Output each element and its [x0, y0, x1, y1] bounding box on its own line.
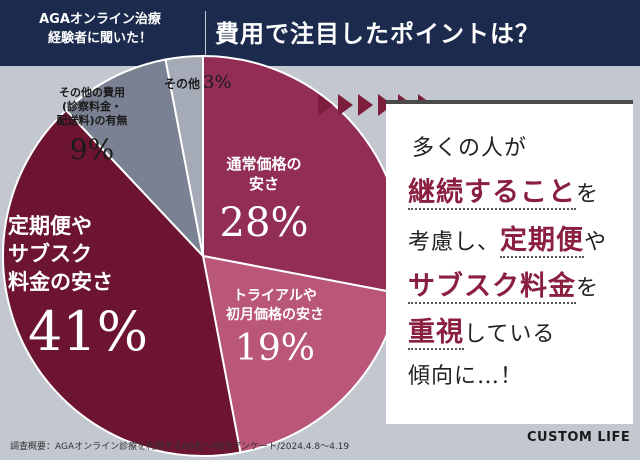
box-highlight-subscription: サブスク料金: [408, 271, 576, 304]
box-highlight-juushi: 重視: [408, 317, 464, 350]
other-label-line2: (診察料金・: [61, 100, 123, 113]
slice-sonota: [164, 54, 204, 257]
box-text-l3a: 考慮し、: [408, 230, 501, 255]
pie-slices: [2, 54, 404, 457]
slice-label-regular-price: 通常価格の 安さ 28%: [200, 154, 328, 248]
slice-label-trial-price: トライアルや 初月価格の安さ 19%: [210, 287, 340, 371]
arrow-row: [318, 94, 448, 116]
header-bar: AGAオンライン治療 経験者に聞いた！ 費用で注目したポイントは？: [0, 0, 640, 66]
trial-percent: 19%: [234, 328, 315, 369]
trial-label-line1: トライアルや: [233, 288, 317, 304]
slice-label-sonota: その他 3%: [164, 72, 232, 93]
header-title: 費用で注目したポイントは？: [215, 20, 540, 48]
arrow-icon: [318, 94, 333, 116]
box-line-2: 継続することを: [408, 177, 640, 210]
regular-label-line1: 通常価格の: [226, 155, 302, 173]
slice-subscription: [2, 108, 242, 457]
regular-percent: 28%: [219, 200, 309, 246]
header-left-line1: AGAオンライン治療: [39, 12, 161, 27]
box-line-1: 多くの人が: [412, 134, 640, 164]
box-text-l3c: や: [584, 230, 608, 255]
sub-percent: 41%: [27, 300, 149, 363]
arrow-icon: [338, 94, 353, 116]
box-line-4: サブスク料金を: [408, 271, 640, 304]
box-text-l5b: している: [464, 322, 556, 347]
box-line-5: 重視している: [408, 317, 640, 350]
arrow-icon: [358, 94, 373, 116]
box-text-l1: 多くの人が: [412, 136, 528, 161]
slice-label-subscription: 定期便や サブスク 料金の安さ 41%: [8, 212, 183, 362]
trial-label-line2: 初月価格の安さ: [226, 307, 324, 323]
header-divider: [205, 11, 206, 55]
box-text-l2b: を: [576, 182, 600, 207]
sub-label-line2: サブスク: [8, 242, 92, 266]
box-line-6: 傾向に…！: [408, 362, 640, 392]
sub-label-line3: 料金の安さ: [8, 270, 113, 294]
slice-label-other-fees: その他の費用 (診察料金・ 配送料)の有無 9%: [24, 86, 160, 166]
box-line-3: 考慮し、定期便や: [408, 225, 640, 258]
box-text-l6: 傾向に…！: [408, 364, 524, 389]
sono-percent: 3%: [203, 72, 232, 93]
conclusion-box: 多くの人が 継続することを 考慮し、定期便や サブスク料金を 重視している 傾向…: [386, 100, 633, 424]
box-text-l4b: を: [576, 276, 600, 301]
box-highlight-continue: 継続すること: [408, 177, 576, 210]
header-left-line2: 経験者に聞いた！: [47, 31, 152, 46]
other-label-line3: 配送料)の有無: [56, 114, 128, 127]
sub-label-line1: 定期便や: [8, 214, 92, 238]
other-percent: 9%: [69, 133, 115, 166]
header-survey-label: AGAオンライン治療 経験者に聞いた！: [0, 0, 200, 66]
slice-other-fees: [64, 58, 205, 260]
box-highlight-teikibin: 定期便: [500, 225, 585, 258]
brand-logo: CUSTOM LIFE: [527, 430, 631, 445]
other-label-line1: その他の費用: [59, 86, 125, 99]
regular-label-line2: 安さ: [248, 175, 279, 193]
survey-footnote: 調査概要：AGAオンライン診療を利用する68名へWEBアンケート/2024.4.…: [10, 442, 350, 452]
sono-label: その他: [164, 77, 201, 91]
